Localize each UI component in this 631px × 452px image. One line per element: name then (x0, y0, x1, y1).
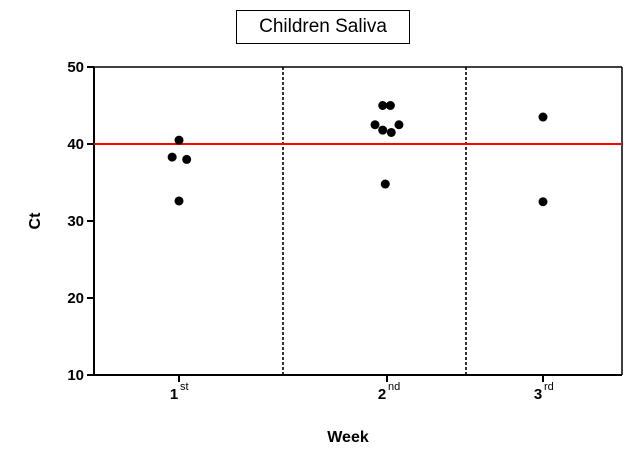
y-tick-label: 30 (67, 213, 84, 230)
data-point (538, 197, 548, 207)
x-tick-label: 1 (170, 386, 178, 403)
data-point (385, 101, 395, 110)
y-tick-label: 50 (67, 59, 84, 76)
y-tick-label: 10 (67, 367, 84, 384)
axes (87, 66, 623, 382)
data-point (394, 120, 404, 130)
data-point (538, 112, 548, 122)
data-point (370, 120, 380, 130)
y-axis-label: Ct (27, 212, 44, 230)
x-tick-label: 3 (534, 386, 542, 403)
chart-title: Children Saliva (236, 10, 410, 44)
data-point (380, 179, 390, 189)
x-tick-label-suffix: st (180, 381, 189, 393)
y-tick-label: 20 (67, 290, 84, 307)
group-separators (282, 67, 467, 375)
x-tick-label: 2 (378, 386, 386, 403)
data-points (167, 101, 548, 207)
x-tick-label-suffix: nd (388, 381, 400, 393)
x-axis-label: Week (327, 429, 369, 446)
data-point (174, 196, 184, 206)
x-tick-label-suffix: rd (544, 381, 554, 393)
data-point (378, 125, 388, 135)
y-tick-label: 40 (67, 136, 84, 153)
data-point (182, 154, 192, 164)
data-point (386, 127, 396, 137)
data-point (167, 152, 177, 162)
data-point (378, 101, 388, 110)
data-point (174, 135, 184, 145)
